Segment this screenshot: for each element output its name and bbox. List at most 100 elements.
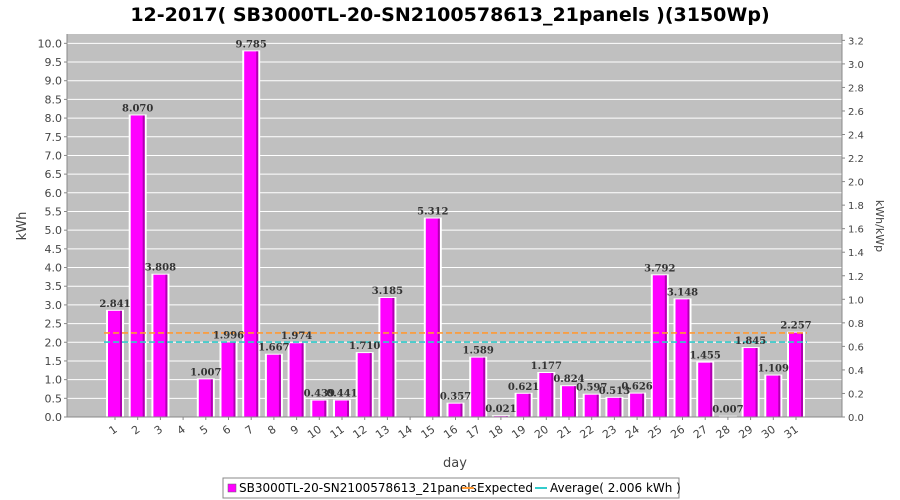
bar-shade-day-16 (460, 403, 463, 417)
bar-shade-day-29 (755, 348, 758, 417)
y-tick-label-20: 10.0 (38, 37, 63, 50)
bar-shade-day-13 (392, 297, 395, 417)
bar-day-9 (289, 343, 304, 417)
y-tick-label-14: 7.0 (45, 149, 63, 162)
bar-day-17 (471, 357, 486, 417)
bar-shade-day-17 (483, 357, 486, 417)
data-label-day-8: 1.667 (258, 343, 289, 354)
data-label-day-20: 1.177 (531, 361, 562, 372)
x-tick-label-14: 14 (396, 423, 415, 442)
bar-shade-day-30 (778, 375, 781, 417)
x-tick-label-6: 6 (220, 423, 233, 438)
bar-day-12 (357, 353, 372, 417)
y2-tick-label-4: 0.8 (848, 319, 864, 330)
bar-shade-day-19 (528, 393, 531, 417)
x-tick-label-27: 27 (691, 423, 710, 442)
y-tick-label-15: 7.5 (45, 131, 63, 144)
y-tick-label-4: 2.0 (45, 336, 63, 349)
data-label-day-18: 0.021 (485, 404, 516, 415)
data-label-day-24: 0.626 (621, 382, 652, 393)
legend: SB3000TL-20-SN2100578613_21panels Expect… (222, 477, 681, 499)
bar-day-13 (380, 297, 395, 417)
bar-shade-day-26 (687, 299, 690, 417)
bar-day-19 (516, 393, 531, 417)
y-tick-label-12: 6.0 (45, 187, 63, 200)
x-tick-label-5: 5 (197, 423, 210, 438)
y2-axis-title: kWh/kWp (873, 200, 886, 252)
y2-tick-label-16: 3.2 (848, 36, 864, 47)
y2-tick-label-3: 0.6 (848, 342, 864, 353)
bar-shade-day-22 (596, 394, 599, 417)
bar-day-2 (130, 115, 145, 418)
bar-shade-day-20 (551, 373, 554, 417)
y-tick-label-19: 9.5 (45, 56, 63, 69)
x-tick-label-28: 28 (714, 423, 733, 442)
y2-tick-label-5: 1.0 (848, 295, 864, 306)
bar-day-22 (584, 394, 599, 417)
data-label-day-26: 3.148 (667, 287, 698, 298)
bar-day-23 (607, 397, 622, 417)
data-label-day-21: 0.824 (553, 374, 584, 385)
bar-shade-day-2 (142, 115, 145, 418)
grid-lines (67, 42, 842, 418)
y2-tick-label-6: 1.2 (848, 272, 864, 283)
y-tick-label-18: 9.0 (45, 75, 63, 88)
bar-day-29 (743, 348, 758, 417)
bar-day-24 (630, 393, 645, 417)
bars-group (106, 50, 805, 418)
y-tick-label-8: 4.0 (45, 262, 63, 275)
x-tick-label-21: 21 (555, 423, 574, 442)
x-tick-label-17: 17 (464, 423, 483, 442)
y-tick-label-0: 0.0 (45, 411, 63, 424)
data-label-day-7: 9.785 (236, 39, 267, 50)
data-label-day-6: 1.996 (213, 330, 244, 341)
x-tick-label-22: 22 (577, 423, 596, 442)
y2-tick-label-10: 2.0 (848, 178, 864, 189)
legend-label-average: Average( 2.006 kWh ) (550, 481, 681, 495)
y-tick-label-1: 0.5 (45, 392, 63, 405)
y-tick-label-13: 6.5 (45, 168, 63, 181)
y-tick-label-11: 5.5 (45, 205, 63, 218)
bar-day-20 (539, 373, 554, 417)
x-tick-label-2: 2 (129, 423, 142, 438)
x-tick-label-9: 9 (288, 423, 301, 438)
data-label-day-9: 1.974 (281, 331, 312, 342)
data-label-day-16: 0.357 (440, 392, 471, 403)
bar-shade-day-31 (801, 332, 803, 417)
bar-outline-day-28 (718, 415, 737, 417)
legend-label-bars: SB3000TL-20-SN2100578613_21panels (239, 481, 477, 495)
bar-day-26 (675, 299, 690, 417)
y2-tick-label-2: 0.4 (848, 366, 864, 377)
bar-shade-day-25 (664, 275, 667, 417)
bar-shade-day-23 (619, 397, 622, 417)
y-tick-label-5: 2.5 (45, 318, 63, 331)
bar-day-21 (562, 386, 576, 417)
bar-day-8 (266, 354, 281, 417)
data-label-day-30: 1.109 (758, 364, 789, 375)
y2-tick-label-14: 2.8 (848, 83, 864, 94)
bar-value-labels: 2.841 8.070 3.808 1.007 1.996 9.785 1.6671.974… (99, 39, 811, 415)
legend-box (222, 477, 680, 499)
x-tick-label-20: 20 (532, 423, 551, 442)
chart-title: 12-2017( SB3000TL-20-SN2100578613_21pane… (130, 4, 769, 26)
bar-shade-day-8 (278, 354, 281, 417)
y2-tick-label-9: 1.8 (848, 201, 864, 212)
bar-day-3 (153, 274, 168, 417)
data-label-day-12: 1.710 (349, 341, 380, 352)
data-label-day-29: 1.845 (735, 336, 766, 347)
x-tick-label-25: 25 (646, 423, 665, 442)
x-tick-label-31: 31 (782, 423, 801, 442)
y-tick-label-6: 3.0 (45, 299, 63, 312)
y2-tick-label-13: 2.6 (848, 107, 864, 118)
y-axis-ticks: 0.0 0.5 1.0 1.5 2.0 2.5 3.0 3.5 4.0 4.5 5.0 5.5 6.0 6… (38, 37, 67, 424)
y-tick-label-17: 8.5 (45, 93, 63, 106)
data-label-day-15: 5.312 (417, 207, 448, 218)
x-tick-label-16: 16 (441, 423, 460, 442)
y2-tick-label-8: 1.6 (848, 225, 864, 236)
legend-label-expected: Expected (477, 481, 533, 495)
y-axis-title: kWh (15, 212, 30, 241)
y-tick-label-10: 5.0 (45, 224, 63, 237)
bar-outline-day-18 (491, 415, 510, 417)
y-tick-label-3: 1.5 (45, 355, 63, 368)
